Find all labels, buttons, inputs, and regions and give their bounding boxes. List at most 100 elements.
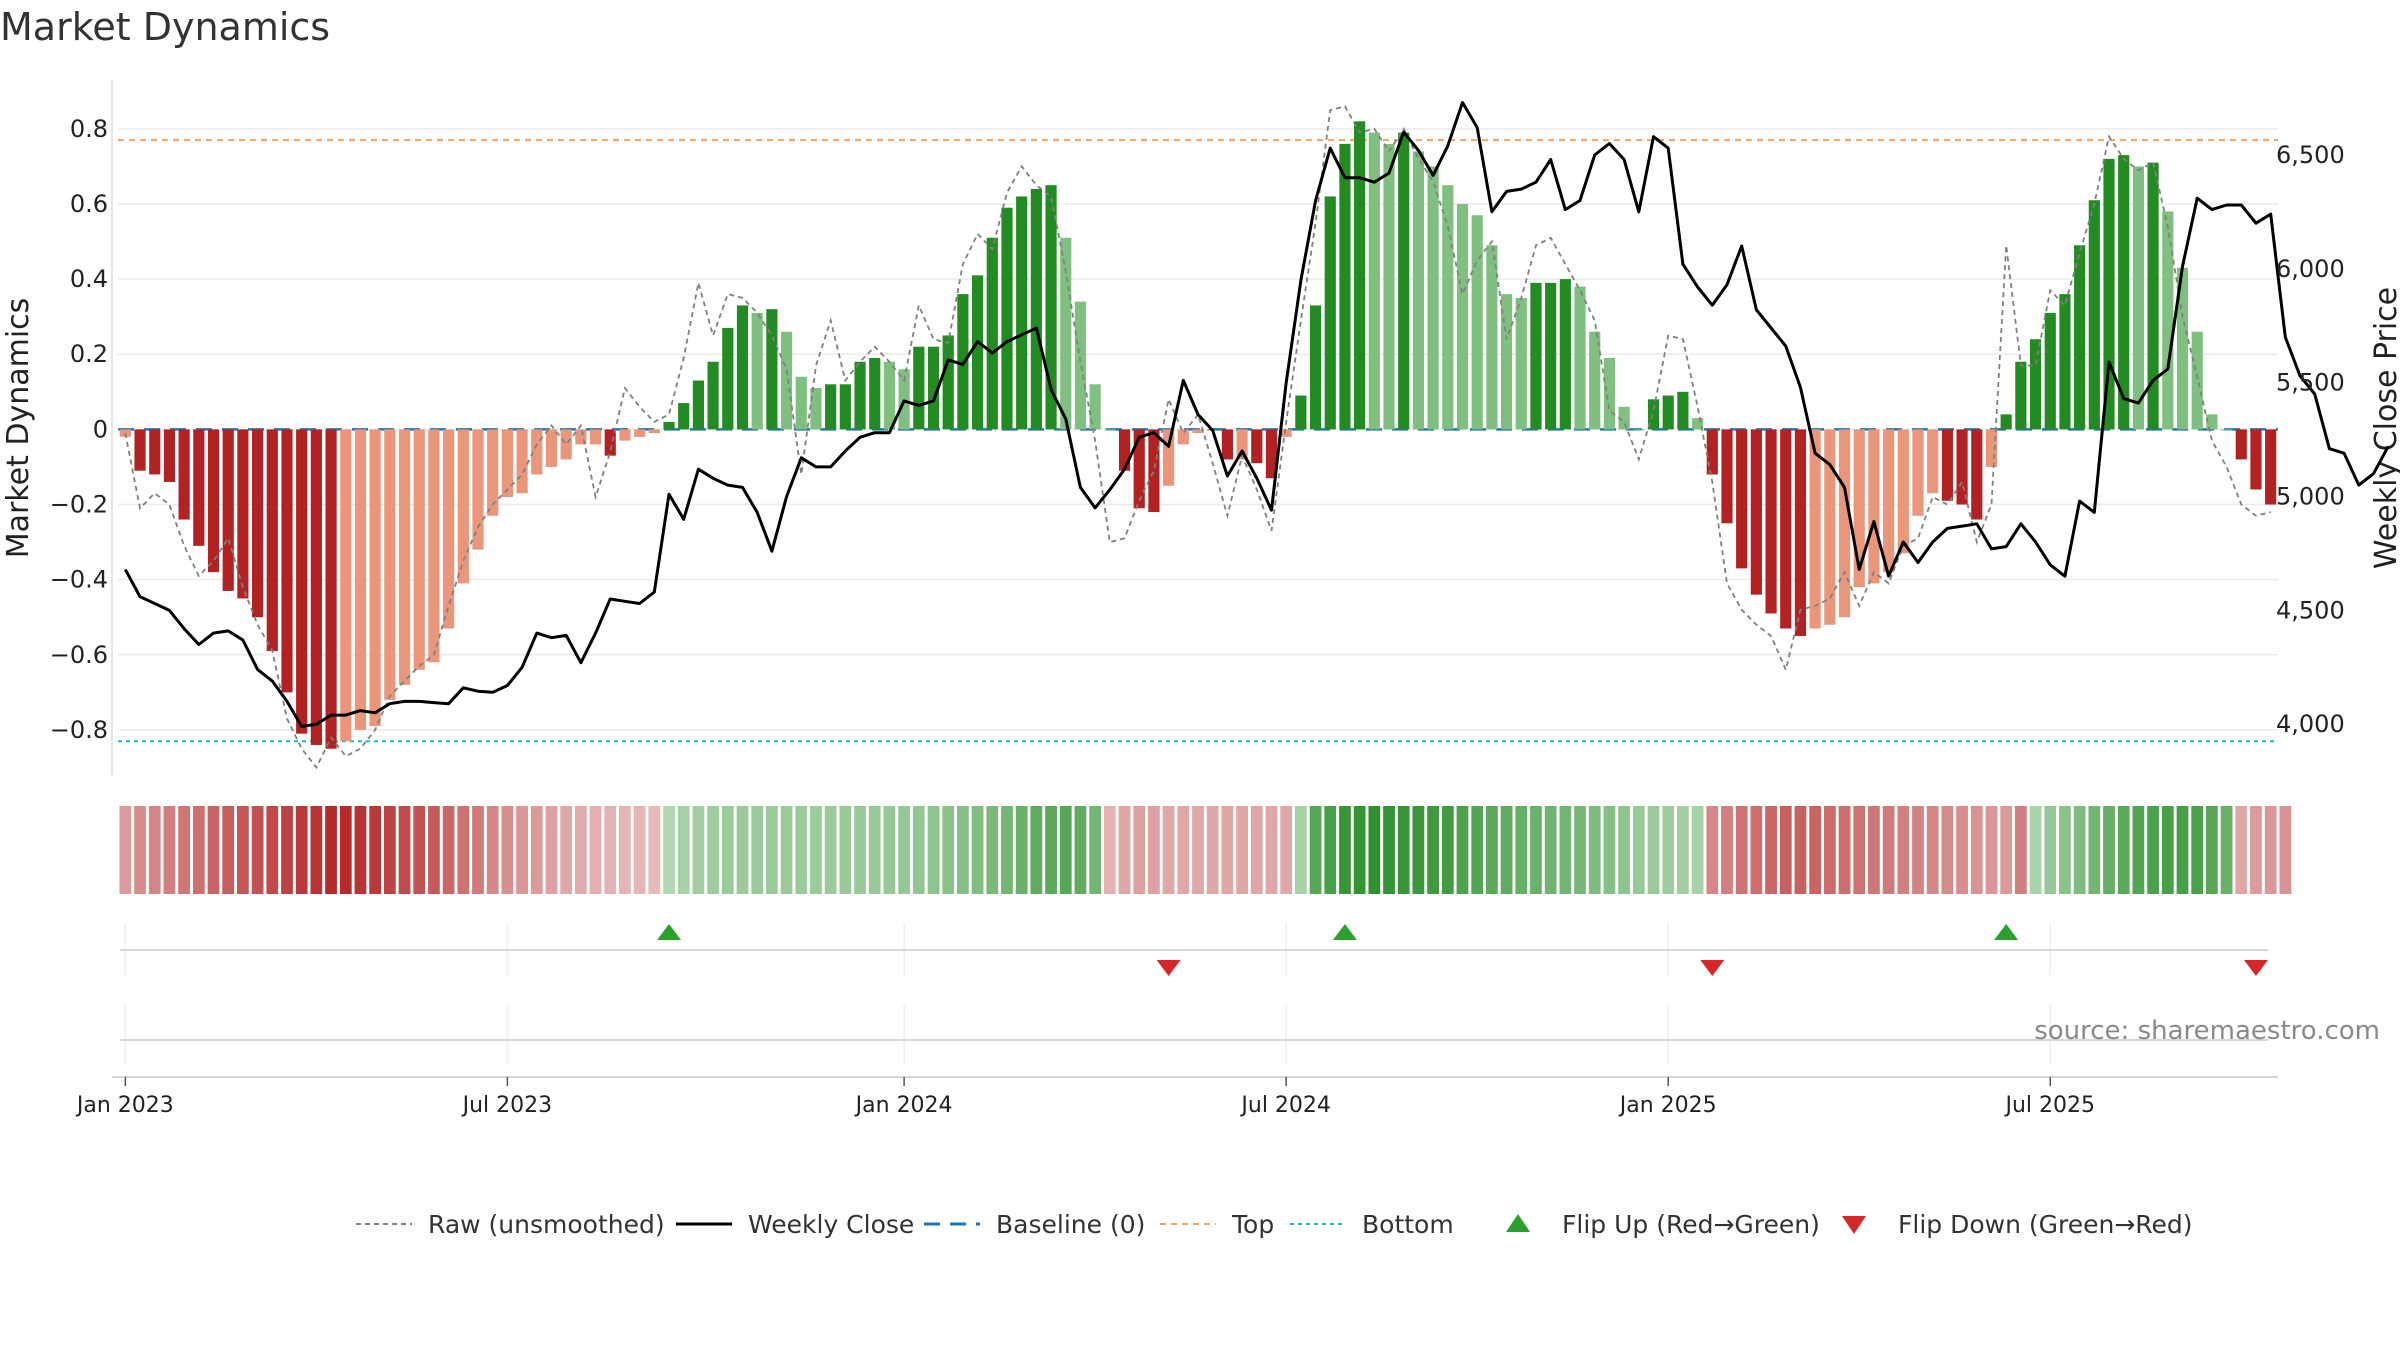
y-tick-label: 0.4	[70, 265, 108, 293]
dynamics-bar	[266, 429, 278, 652]
dynamics-bar	[898, 369, 910, 430]
regime-cell	[2250, 806, 2262, 894]
regime-cell	[383, 806, 396, 894]
dynamics-bar	[428, 429, 440, 663]
dynamics-bar	[134, 429, 146, 471]
dynamics-bar	[634, 429, 646, 437]
dynamics-bar	[604, 429, 616, 456]
regime-cell	[633, 806, 646, 894]
dynamics-bar	[1765, 429, 1777, 614]
regime-cell	[413, 806, 426, 894]
regime-cell	[2117, 806, 2130, 894]
dynamics-bar	[2118, 155, 2130, 430]
dynamics-bar	[2147, 162, 2159, 430]
regime-cell	[1926, 806, 1939, 894]
dynamics-bar	[1853, 429, 1865, 588]
dynamics-bar	[1118, 429, 1131, 471]
dynamics-bar	[986, 237, 998, 430]
dynamics-bar	[1545, 282, 1557, 430]
dynamics-bar	[619, 429, 631, 441]
dynamics-bar	[2191, 331, 2203, 430]
dynamics-bar	[575, 429, 587, 445]
y2-tick-label: 5,000	[2276, 482, 2345, 510]
flip-down-marker	[1700, 960, 1725, 976]
dynamics-bar	[825, 384, 837, 430]
dynamics-bar	[237, 429, 249, 599]
regime-cell	[1588, 806, 1601, 894]
regime-cell	[2059, 806, 2071, 894]
regime-cell	[2191, 806, 2204, 894]
regime-cell	[2132, 806, 2145, 894]
regime-cell	[1882, 806, 1895, 894]
regime-cell	[1103, 806, 1116, 894]
dynamics-bar	[1074, 301, 1087, 430]
regime-cell	[2044, 806, 2057, 894]
regime-cell	[721, 806, 734, 894]
regime-cell	[604, 806, 617, 894]
legend-label: Flip Up (Red→Green)	[1562, 1210, 1820, 1239]
dynamics-bar	[1838, 429, 1851, 618]
regime-cell	[163, 806, 176, 894]
dynamics-bar	[178, 429, 190, 520]
dynamics-bar	[340, 429, 352, 742]
dynamics-bar	[1383, 143, 1395, 430]
regime-cell	[1441, 806, 1454, 894]
regime-cell	[589, 806, 602, 894]
x-axis: Jan 2023 Jul 2023 Jan 2024 Jul 2024 Jan 2025…	[75, 924, 2278, 1118]
regime-cell	[310, 806, 323, 894]
legend-swatch-flip-up	[1506, 1214, 1530, 1232]
regime-cell	[1294, 806, 1307, 894]
regime-cell	[971, 806, 984, 894]
regime-cell	[237, 806, 249, 894]
y2-tick-label: 4,500	[2276, 596, 2345, 624]
regime-cell	[472, 806, 484, 894]
x-tick-label: Jan 2024	[854, 1093, 953, 1118]
dynamics-bar	[883, 361, 896, 430]
regime-cell	[1001, 806, 1013, 894]
regime-cell	[1339, 806, 1351, 894]
dynamics-bar	[560, 429, 572, 460]
y-tick-label: −0.8	[50, 716, 108, 744]
dynamics-bar	[869, 358, 881, 430]
regime-cell	[1250, 806, 1263, 894]
y2-tick-label: 4,000	[2276, 710, 2345, 738]
regime-cell	[766, 806, 778, 894]
regime-cell	[2235, 806, 2248, 894]
regime-cell	[501, 806, 514, 894]
regime-cell	[795, 806, 808, 894]
dynamics-bar	[1354, 121, 1366, 430]
regime-cell	[1427, 806, 1439, 894]
dynamics-bar	[1456, 203, 1469, 430]
dynamics-bar	[1133, 429, 1145, 509]
regime-cell	[2220, 806, 2233, 894]
dynamics-bar	[854, 361, 866, 430]
dynamics-bar	[972, 275, 984, 430]
dynamics-bar	[707, 361, 719, 430]
dynamics-bar	[913, 346, 925, 430]
regime-cell	[1074, 806, 1087, 894]
regime-cell	[1030, 806, 1043, 894]
dynamics-bar	[531, 429, 543, 475]
dynamics-bar	[501, 429, 513, 497]
dynamics-bar	[398, 429, 411, 685]
regime-cell	[2147, 806, 2159, 894]
dynamics-bar	[1177, 429, 1189, 445]
dynamics-bar	[2235, 429, 2247, 460]
dynamics-bar	[1780, 429, 1792, 629]
regime-cell	[192, 806, 205, 894]
regime-cell	[486, 806, 499, 894]
regime-cell	[1721, 806, 1733, 894]
dynamics-bar	[1309, 305, 1322, 430]
dynamics-bar	[678, 403, 690, 430]
dynamics-bar	[1500, 294, 1513, 430]
regime-cell	[1353, 806, 1366, 894]
dynamics-bar	[810, 388, 822, 430]
regime-cell	[707, 806, 719, 894]
regime-cell	[1868, 806, 1880, 894]
regime-cell	[134, 806, 146, 894]
dynamics-bar	[1750, 429, 1762, 595]
x-tick-label: Jan 2023	[75, 1093, 174, 1118]
regime-cell	[530, 806, 543, 894]
legend-label: Bottom	[1362, 1210, 1454, 1239]
dynamics-bar	[2088, 200, 2100, 430]
